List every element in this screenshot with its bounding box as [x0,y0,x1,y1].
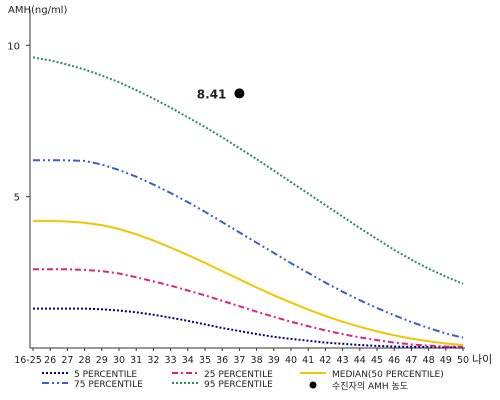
legend-label: MEDIAN(50 PERCENTILE) [332,370,444,380]
axes: AMH(ng/ml) 나이 5 10 16-25 26 27 28 29 30 31 32 33 34 35… [7,5,492,366]
legend-label: 75 PERCENTILE [74,380,143,390]
x-tick-label: 44 [354,355,366,366]
x-tick-label: 29 [96,355,108,366]
x-tick-label: 16-25 [14,355,42,366]
x-tick-label: 27 [61,355,73,366]
x-tick-label: 49 [440,355,452,366]
legend-patient-label: 수진자의 AMH 농도 [332,381,408,392]
y-tick-label: 5 [14,193,20,204]
patient-marker-group: 8.41 [197,87,245,101]
x-tick-label: 38 [251,355,263,366]
x-tick-label: 41 [302,355,314,366]
x-tick-label: 28 [79,355,91,366]
x-tick-label: 26 [44,355,56,366]
x-tick-label: 34 [182,355,194,366]
patient-value-label: 8.41 [197,87,227,101]
x-tick-label: 45 [371,355,383,366]
patient-point [234,88,245,99]
x-tick-label: 50 [457,355,469,366]
series-line-95-percentile [32,56,464,285]
x-tick-label: 47 [405,355,417,366]
x-axis-label: 나이 [472,353,492,366]
legend-label: 25 PERCENTILE [204,370,273,380]
legend-label: 95 PERCENTILE [204,380,273,390]
x-tick-label: 43 [337,355,349,366]
x-tick-label: 48 [423,355,435,366]
x-tick-label: 42 [319,355,331,366]
series-line-median-50-percentile [33,219,464,346]
x-tick-label: 33 [165,355,177,366]
x-tick-label: 32 [147,355,159,366]
x-tick-label: 39 [268,355,280,366]
x-tick-label: 31 [130,355,142,366]
x-tick-label: 30 [113,355,125,366]
series-line-5-percentile [33,307,463,349]
legend-patient-swatch [309,381,317,389]
x-tick-label: 37 [233,355,245,366]
legend-label: 5 PERCENTILE [74,370,137,380]
series-lines [32,56,464,349]
series-line-75-percentile [33,159,464,339]
x-tick-label: 35 [199,355,211,366]
series-line-25-percentile [33,268,464,348]
x-tick-label: 46 [388,355,400,366]
y-tick-label: 10 [7,41,20,52]
legend: 5 PERCENTILE 25 PERCENTILE MEDIAN(50 PERCE… [42,370,444,392]
x-tick-label: 36 [216,355,228,366]
y-axis-label: AMH(ng/ml) [8,5,67,16]
x-tick-label: 40 [285,355,297,366]
